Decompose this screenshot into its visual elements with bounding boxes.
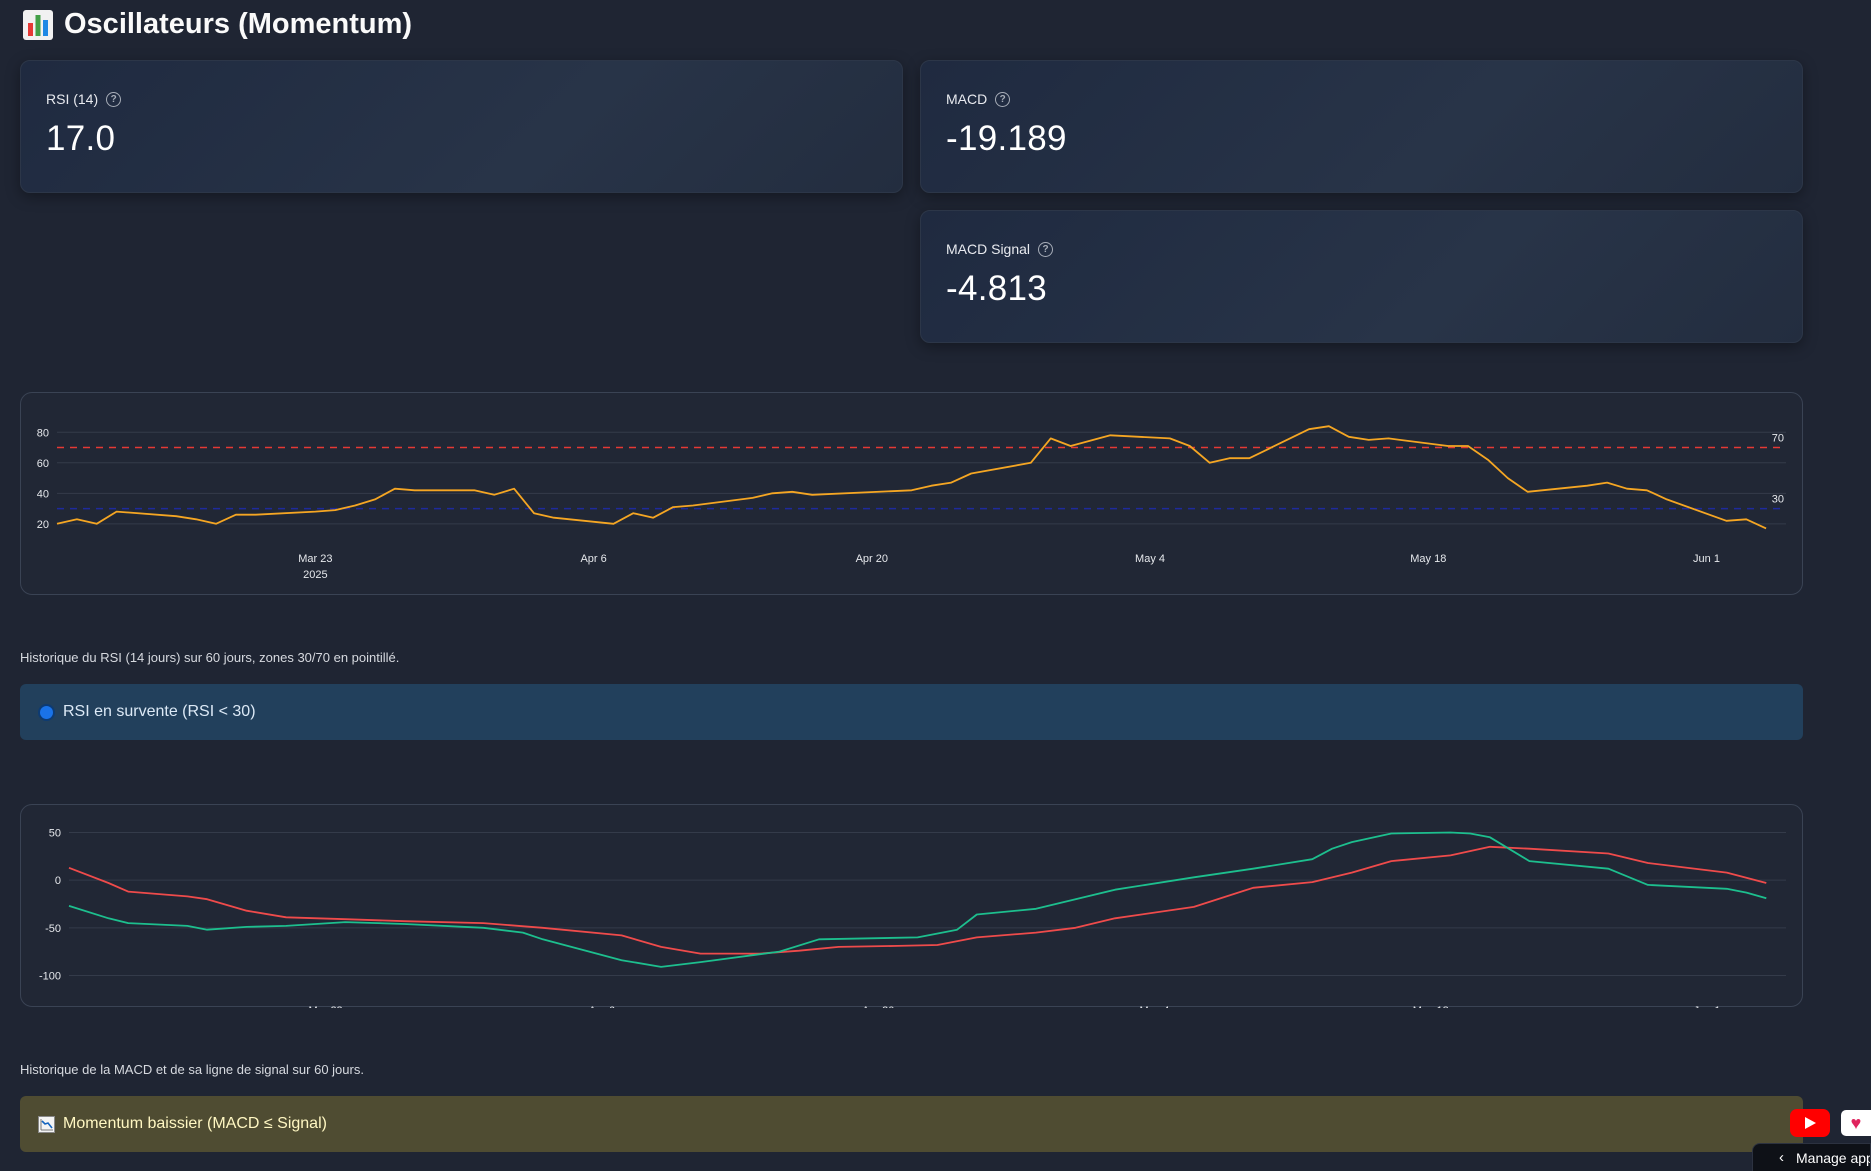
x-tick-label: May 18 (1410, 553, 1446, 565)
help-icon[interactable]: ? (106, 91, 122, 107)
rsi-metric-value: 17.0 (46, 119, 116, 158)
page-title-text: Oscillateurs (Momentum) (64, 8, 413, 40)
play-icon (1805, 1117, 1816, 1129)
macd-caption: Historique de la MACD et de sa ligne de … (20, 1062, 364, 1077)
y-tick-label: -50 (45, 923, 61, 935)
y-tick-label: 40 (37, 488, 49, 500)
x-tick-year-label: 2025 (303, 569, 327, 581)
y-tick-label: -100 (39, 970, 61, 982)
chevron-left-icon: ‹ (1779, 1149, 1784, 1166)
y-tick-label: 50 (49, 828, 61, 840)
bar-chart-icon (23, 9, 53, 40)
rsi-caption: Historique du RSI (14 jours) sur 60 jour… (20, 650, 400, 665)
y-tick-label: 80 (37, 427, 49, 439)
macd-signal-metric-card: MACD Signal ? -4.813 (920, 210, 1803, 343)
rsi-chart[interactable]: 20 40 60 80 Mar 23 2025 Apr 6 Apr 20 May 4 May 18… (20, 392, 1803, 595)
chart-decreasing-icon (38, 1115, 55, 1133)
y-tick-label: 20 (37, 519, 49, 531)
x-tick-label: Apr 20 (856, 553, 888, 565)
x-tick-label: Apr 6 (589, 1005, 615, 1008)
y-tick-label: 60 (37, 458, 49, 470)
macd-metric-label: MACD (946, 91, 988, 107)
x-tick-label: May 4 (1139, 1005, 1169, 1008)
rsi-metric-label-row: RSI (14) ? (46, 91, 122, 107)
blue-circle-icon (38, 703, 55, 721)
series-line-1 (68, 831, 1767, 968)
manage-app-label: Manage app (1796, 1149, 1871, 1166)
rsi-chart-svg: 20 40 60 80 Mar 23 2025 Apr 6 Apr 20 May 4 May 18… (37, 425, 1786, 581)
manage-app-button[interactable]: ‹ Manage app (1752, 1143, 1871, 1171)
x-tick-label: Apr 20 (862, 1005, 894, 1008)
x-tick-label: Mar 23 (298, 553, 332, 565)
macd-metric-card: MACD ? -19.189 (920, 60, 1803, 193)
x-tick-label: Mar 23 (308, 1005, 342, 1008)
momentum-bearish-alert: Momentum baissier (MACD ≤ Signal) (20, 1096, 1803, 1152)
macd-signal-metric-label-row: MACD Signal ? (946, 241, 1054, 257)
macd-signal-metric-value: -4.813 (946, 269, 1048, 308)
macd-signal-metric-label: MACD Signal (946, 241, 1031, 257)
x-tick-label: May 18 (1413, 1005, 1449, 1008)
reference-line-label: 70 (1772, 433, 1784, 445)
rsi-oversold-alert: RSI en survente (RSI < 30) (20, 684, 1803, 740)
rsi-metric-card: RSI (14) ? 17.0 (20, 60, 903, 193)
rsi-alert-text: RSI en survente (RSI < 30) (63, 703, 256, 720)
youtube-button[interactable] (1790, 1109, 1830, 1137)
momentum-alert-text: Momentum baissier (MACD ≤ Signal) (63, 1115, 327, 1132)
heart-icon: ♥ (1850, 1112, 1862, 1133)
rsi-metric-label: RSI (14) (46, 91, 99, 107)
y-tick-label: 0 (55, 875, 61, 887)
series-line-0 (68, 845, 1767, 955)
x-tick-label: Jun 1 (1693, 553, 1720, 565)
series-line-0 (56, 425, 1767, 530)
x-tick-label: May 4 (1135, 553, 1165, 565)
x-tick-label: Apr 6 (580, 553, 606, 565)
reference-line-label: 30 (1772, 494, 1784, 506)
help-icon[interactable]: ? (995, 91, 1011, 107)
macd-metric-label-row: MACD ? (946, 91, 1011, 107)
x-tick-label: Jun 1 (1694, 1005, 1721, 1008)
help-icon[interactable]: ? (1038, 241, 1054, 257)
macd-metric-value: -19.189 (946, 119, 1067, 158)
page-title: Oscillateurs (Momentum) (22, 8, 412, 41)
heart-button[interactable]: ♥ (1841, 1110, 1871, 1136)
